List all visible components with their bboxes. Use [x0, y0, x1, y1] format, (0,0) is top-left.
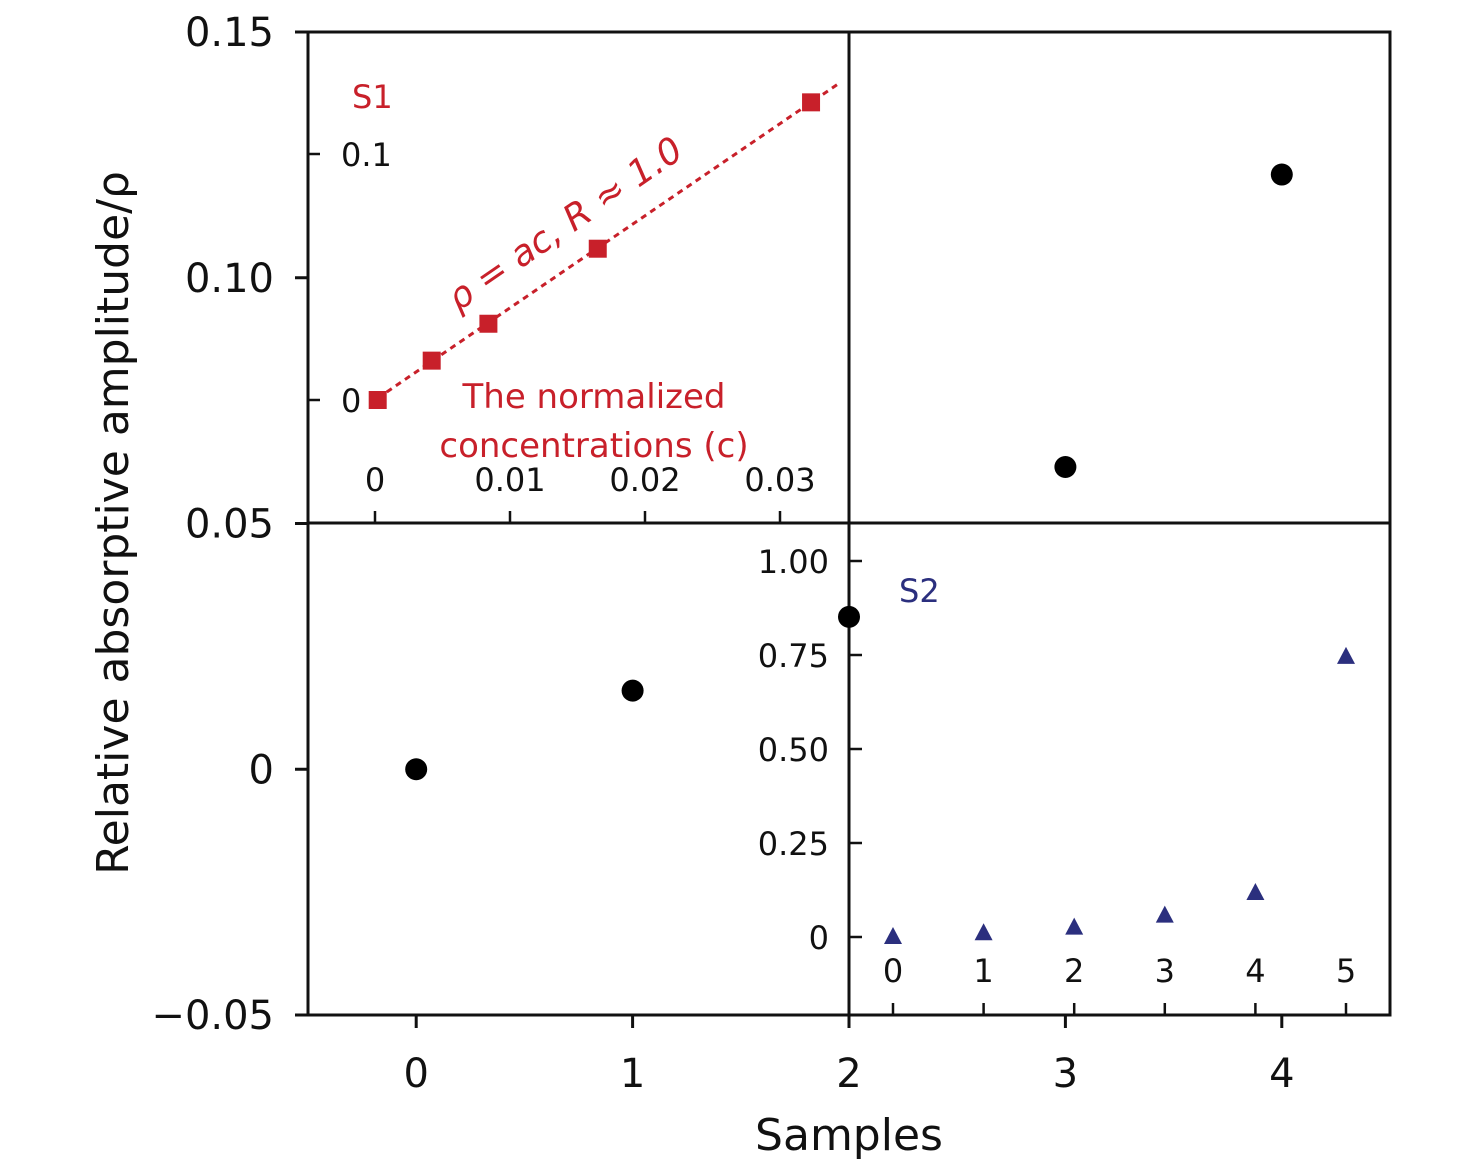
x-tick-label: 2	[836, 1051, 861, 1097]
x-tick-label: 1	[620, 1051, 645, 1097]
inset-s1: 0 0.01 0.02 0.03 0 0.1	[308, 80, 842, 523]
data-point	[405, 758, 428, 781]
data-point	[838, 605, 860, 628]
inset-s1-x-tick-label: 0	[365, 461, 385, 499]
inset-s1-point	[588, 239, 607, 258]
inset-s2-label: S2	[899, 572, 940, 610]
inset-s1-label: S1	[352, 78, 393, 116]
plot-frame	[306, 30, 1392, 1017]
data-point	[621, 679, 644, 702]
inset-s2-point	[884, 927, 902, 944]
inset-s1-y-tick-label: 0	[341, 382, 361, 420]
inset-s1-x-tick-label: 0.02	[609, 461, 680, 499]
inset-s2-x-tick-label: 5	[1336, 952, 1356, 990]
inset-s2-x-tick-label: 2	[1064, 952, 1084, 990]
inset-s2-x-tick-label: 0	[883, 952, 903, 990]
inset-s1-xlabel-line1: The normalized	[462, 377, 726, 417]
y-axis-label: Relative absorptive amplitude/ρ	[88, 171, 139, 875]
y-tick-label: 0.15	[185, 10, 274, 56]
x-tick-label: 0	[403, 1051, 428, 1097]
inset-s1-y-tick-label: 0.1	[341, 136, 392, 174]
inset-s2-x-tick-label: 3	[1155, 952, 1175, 990]
y-tick-label: 0.05	[185, 502, 274, 548]
y-tick-label: −0.05	[151, 993, 274, 1039]
y-tick-label: 0	[249, 747, 274, 793]
inset-s2-x-tick-label: 4	[1245, 952, 1265, 990]
inset-s1-point	[422, 351, 441, 370]
inset-s1-xlabel-line2: concentrations (c)	[439, 426, 748, 466]
inset-s2: 0 1 2 3 4 5 0 0.25 0.50 0.75 1.00	[758, 543, 1356, 1015]
data-point	[1270, 163, 1293, 186]
fit-line	[376, 80, 842, 400]
inset-s2-y-tick-label: 0.75	[758, 637, 829, 675]
inset-s1-point	[479, 314, 498, 333]
inset-s1-point	[802, 93, 821, 112]
fit-annotation: ρ = ac, R ≈ 1.0	[440, 129, 691, 319]
x-tick-label: 4	[1269, 1051, 1294, 1097]
inset-s2-point	[974, 923, 993, 941]
main-series	[405, 163, 1293, 781]
x-axis-label: Samples	[755, 1110, 943, 1161]
inset-s1-x-tick-label: 0.01	[474, 461, 545, 499]
inset-s2-point	[1337, 646, 1355, 664]
inset-s1-x-tick-label: 0.03	[744, 461, 815, 499]
inset-s2-y-tick-label: 0.50	[758, 731, 829, 769]
inset-s2-point	[1065, 917, 1084, 935]
inset-s1-point	[368, 391, 387, 409]
inset-s2-y-tick-label: 0	[809, 919, 829, 957]
x-tick-label: 3	[1053, 1051, 1078, 1097]
y-tick-label: 0.10	[185, 256, 274, 302]
inset-s2-x-tick-label: 1	[973, 952, 993, 990]
inset-s2-y-tick-label: 1.00	[758, 543, 829, 581]
data-point	[1054, 455, 1077, 478]
inset-s2-point	[1155, 905, 1174, 923]
inset-s2-point	[1246, 883, 1265, 901]
inset-s2-y-tick-label: 0.25	[758, 825, 829, 863]
